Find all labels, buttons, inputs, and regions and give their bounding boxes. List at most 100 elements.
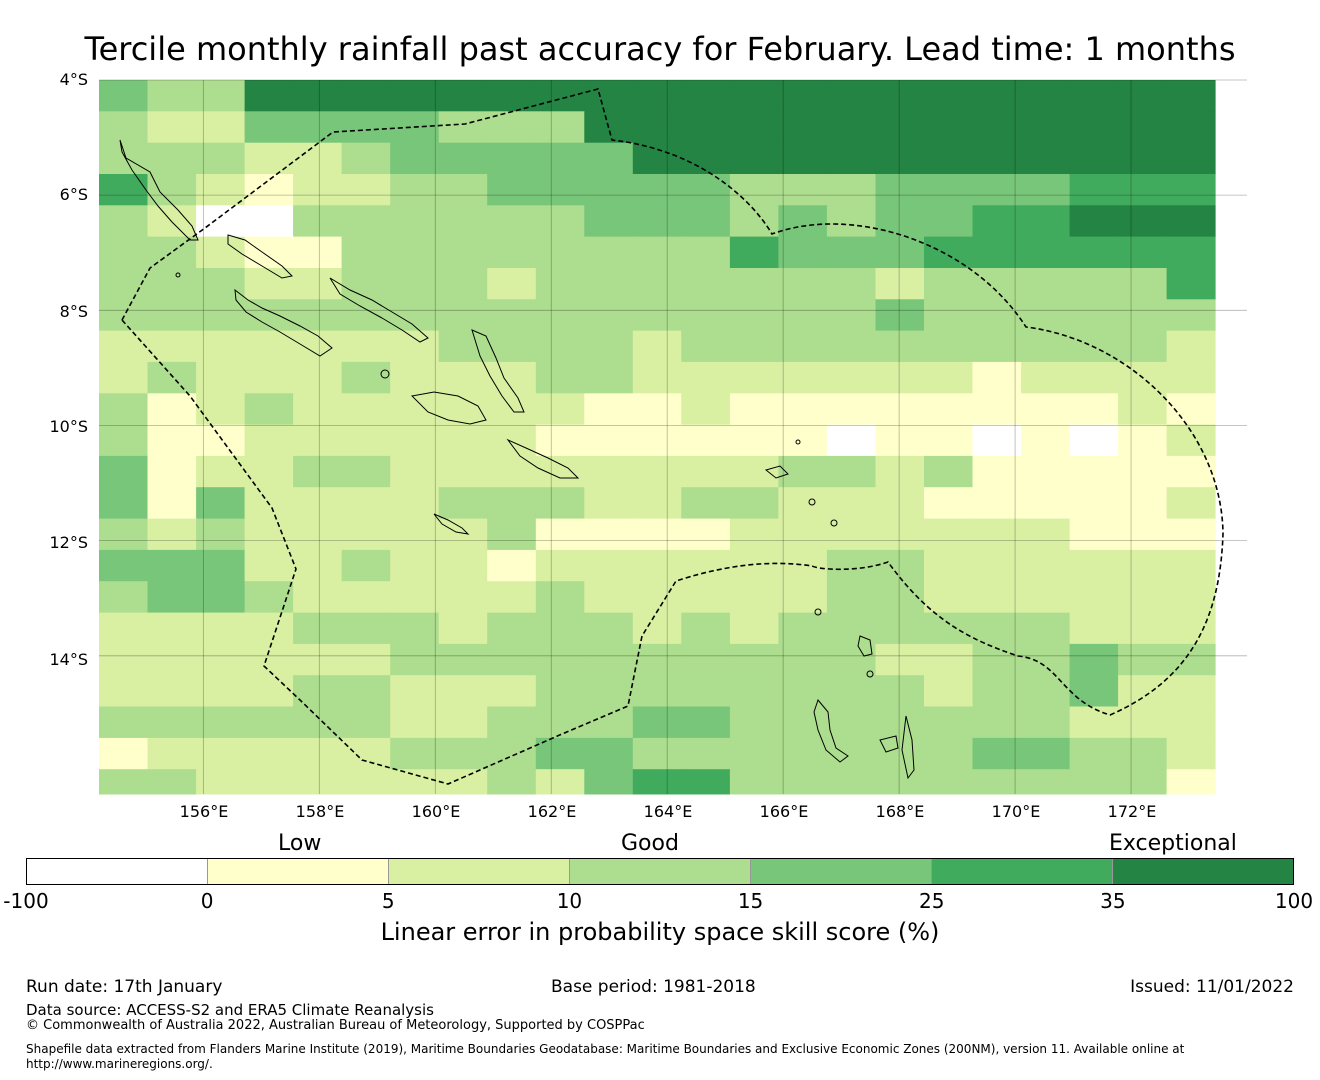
skill-cell bbox=[1021, 612, 1071, 645]
skill-cell bbox=[924, 268, 973, 300]
skill-cell bbox=[341, 518, 391, 551]
shapefile-credit: Shapefile data extracted from Flanders M… bbox=[26, 1042, 1185, 1056]
skill-cell bbox=[1166, 80, 1216, 112]
skill-cell bbox=[875, 675, 925, 707]
skill-cell bbox=[1166, 487, 1216, 519]
skill-cell bbox=[729, 236, 779, 269]
skill-cell bbox=[826, 706, 876, 739]
skill-cell bbox=[632, 487, 682, 519]
skill-cell bbox=[1166, 549, 1216, 582]
skill-cell bbox=[244, 80, 294, 112]
skill-cell bbox=[99, 268, 148, 300]
colorbar-tick-label: 35 bbox=[1100, 889, 1126, 913]
skill-cell bbox=[196, 518, 246, 551]
skill-cell bbox=[1069, 643, 1119, 676]
skill-cell bbox=[1021, 330, 1071, 363]
lon-label: 160°E bbox=[411, 802, 461, 821]
skill-cell bbox=[729, 737, 779, 770]
skill-cell bbox=[1118, 643, 1168, 676]
skill-cell bbox=[729, 268, 779, 300]
lat-label: 6°S bbox=[59, 185, 88, 204]
skill-cell bbox=[826, 581, 876, 613]
skill-cell bbox=[293, 174, 343, 206]
skill-cell bbox=[584, 549, 634, 582]
skill-cell bbox=[99, 236, 148, 269]
skill-cell bbox=[632, 455, 682, 488]
skill-cell bbox=[632, 393, 682, 426]
skill-cell bbox=[244, 518, 294, 551]
skill-cell bbox=[972, 80, 1022, 112]
skill-cell bbox=[293, 80, 343, 112]
skill-cell bbox=[99, 706, 148, 739]
skill-cell bbox=[147, 581, 197, 613]
skill-cell bbox=[390, 424, 440, 457]
category-exceptional: Exceptional bbox=[1109, 831, 1237, 856]
skill-cell bbox=[147, 393, 197, 426]
skill-cell bbox=[1069, 706, 1119, 739]
skill-cell bbox=[147, 80, 197, 112]
skill-cell bbox=[147, 769, 197, 795]
skill-cell bbox=[1021, 361, 1071, 394]
skill-cell bbox=[1021, 706, 1071, 739]
skill-cell bbox=[196, 361, 246, 394]
category-good: Good bbox=[621, 831, 679, 856]
shapefile-url: http://www.marineregions.org/. bbox=[26, 1057, 213, 1071]
skill-cell bbox=[729, 675, 779, 707]
skill-cell bbox=[487, 142, 537, 175]
skill-cell bbox=[826, 361, 876, 394]
skill-cell bbox=[1118, 518, 1168, 551]
skill-cell bbox=[1118, 299, 1168, 332]
skill-cell bbox=[972, 111, 1022, 144]
skill-cell bbox=[632, 299, 682, 332]
skill-cell bbox=[196, 643, 246, 676]
skill-cell bbox=[341, 643, 391, 676]
skill-cell bbox=[924, 769, 973, 795]
lon-label: 172°E bbox=[1107, 802, 1157, 821]
skill-cell bbox=[924, 361, 973, 394]
colorbar-segment bbox=[27, 859, 208, 884]
skill-cell bbox=[875, 487, 925, 519]
skill-cell bbox=[681, 643, 731, 676]
skill-cell bbox=[196, 612, 246, 645]
skill-cell bbox=[681, 675, 731, 707]
skill-cell bbox=[778, 518, 828, 551]
skill-cell bbox=[875, 581, 925, 613]
coastline-bougainville bbox=[119, 139, 199, 241]
skill-cell bbox=[487, 455, 537, 488]
skill-cell bbox=[341, 737, 391, 770]
skill-cell bbox=[1021, 675, 1071, 707]
skill-cell bbox=[293, 518, 343, 551]
skill-cell bbox=[535, 174, 585, 206]
skill-cell bbox=[972, 361, 1022, 394]
skill-cell bbox=[147, 643, 197, 676]
skill-cell bbox=[293, 205, 343, 238]
skill-cell bbox=[875, 80, 925, 112]
skill-cell bbox=[390, 268, 440, 300]
skill-cell bbox=[1118, 549, 1168, 582]
skill-cell bbox=[293, 455, 343, 488]
skill-cell bbox=[487, 737, 537, 770]
skill-cell bbox=[390, 769, 440, 795]
skill-cell bbox=[1118, 612, 1168, 645]
skill-cell bbox=[535, 80, 585, 112]
skill-cell bbox=[293, 643, 343, 676]
skill-cell bbox=[1118, 675, 1168, 707]
skill-cell bbox=[1118, 455, 1168, 488]
lat-label: 12°S bbox=[49, 533, 88, 552]
skill-cell bbox=[535, 612, 585, 645]
skill-cell bbox=[681, 737, 731, 770]
skill-cell bbox=[584, 455, 634, 488]
skill-cell bbox=[1166, 706, 1216, 739]
skill-cell bbox=[99, 174, 148, 206]
skill-cell bbox=[632, 737, 682, 770]
skill-cell bbox=[681, 236, 731, 269]
skill-cell bbox=[487, 675, 537, 707]
skill-cell bbox=[438, 675, 488, 707]
skill-cell bbox=[584, 268, 634, 300]
skill-cell bbox=[1021, 581, 1071, 613]
skill-cell bbox=[438, 518, 488, 551]
skill-cell bbox=[924, 581, 973, 613]
skill-cell bbox=[293, 612, 343, 645]
skill-cell bbox=[147, 142, 197, 175]
skill-cell bbox=[584, 487, 634, 519]
